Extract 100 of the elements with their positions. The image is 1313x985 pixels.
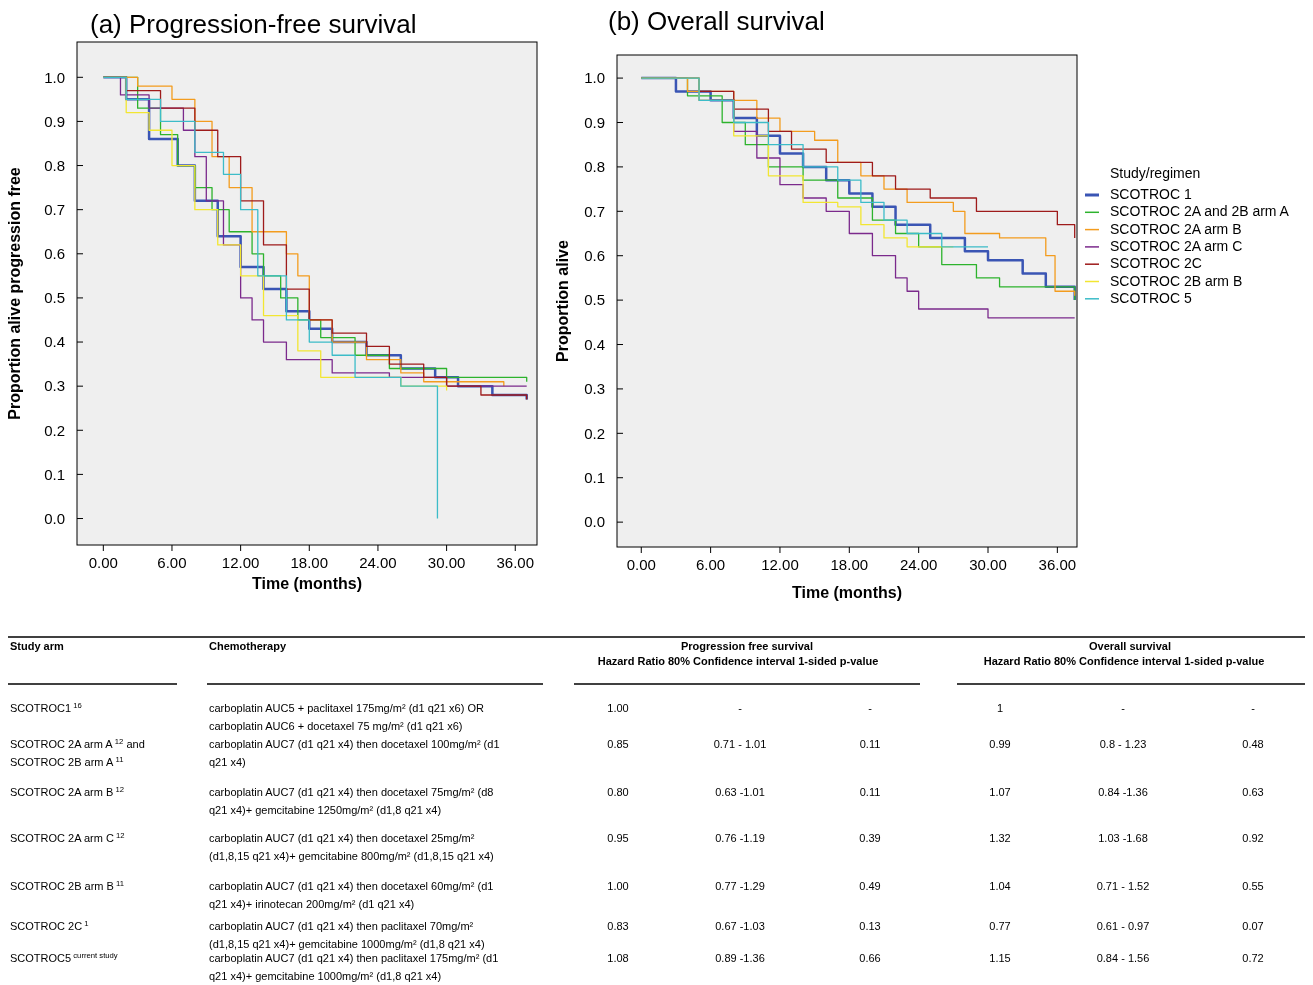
legend-label: SCOTROC 1 [1110,186,1192,202]
y-tick-label: 0.8 [44,156,65,174]
text: Overall survival [1089,640,1171,652]
x-tick-label: 18.00 [290,554,329,571]
y-axis-title: Proportion alive progression free [6,167,23,420]
text: 1.00 [607,702,629,714]
y-tick-label: 0.6 [44,245,65,263]
text: 1.04 [989,880,1011,892]
text: 0.11 [859,786,881,798]
text: SCOTROC 2A arm A $^{12}$ and SCOTROC 2B arm A $^{11}$ [10,736,145,768]
y-tick-label: 0.1 [584,468,605,486]
text: 0.67 -1.03 [715,920,765,932]
chart-title: (b) Overall survival [608,6,825,36]
text: 0.07 [1242,920,1264,932]
text: 0.95 [607,832,629,844]
text: 0.48 [1242,738,1264,750]
x-tick-label: 0.00 [88,554,118,571]
legend-label: SCOTROC 2B arm B [1110,272,1243,289]
text: carboplatin AUC7 (d1 q21 x4) then paclitaxel 70mg/m² (d1,8,15 q21 x4)+ gemcitabine 1000mg/m² (d1,8 q21 x4) [209,920,485,950]
x-tick-label: 12.00 [221,554,260,571]
text: carboplatin AUC5 + paclitaxel 175mg/m² (d1 q21 x6) OR carboplatin AUC6 + docetaxel 75 mg/m² (d1 q21 x6) [209,702,484,732]
text: carboplatin AUC7 (d1 q21 x4) then paclitaxel 175mg/m² (d1 q21 x4)+ gemcitabine 1000mg/m² (d1,8 q21 x4) [209,952,499,982]
text: carboplatin AUC7 (d1 q21 x4) then docetaxel 25mg/m² (d1,8,15 q21 x4)+ gemcitabine 800mg/m² (d1,8,15 q21 x4) [209,832,494,862]
text: - [868,702,873,714]
y-axis-title: Proportion alive [554,240,571,362]
y-tick-label: 0.0 [584,513,605,531]
text: 0.83 [607,920,629,932]
y-tick-label: 0.2 [584,424,605,442]
text: 0.77 [989,920,1011,932]
text: SCOTROC5 $^{current study}$ [10,950,118,964]
y-tick-label: 0.5 [44,289,65,307]
y-tick-label: 0.9 [584,113,605,131]
legend-label: SCOTROC 2A and 2B arm A [1110,203,1290,220]
text: 0.76 -1.19 [715,832,765,844]
text: 0.71 - 1.52 [1096,880,1150,892]
text: SCOTROC 2B arm B $^{11}$ [10,878,125,892]
text: Hazard Ratio 80% Confidence interval 1-sided p-value [983,655,1265,667]
y-tick-label: 0.8 [584,158,605,176]
x-tick-label: 6.00 [696,556,726,573]
y-tick-label: 0.4 [44,333,65,351]
text: 0.71 - 1.01 [713,738,767,750]
text: 1 [996,702,1004,714]
legend-label: SCOTROC 2A arm B [1110,220,1242,237]
y-tick-label: 0.6 [584,246,605,264]
y-tick-label: 0.0 [44,509,65,527]
y-tick-label: 0.7 [44,200,65,218]
y-tick-label: 1.0 [44,68,65,86]
text: 0.72 [1242,952,1264,964]
text: 0.39 [859,832,881,844]
x-tick-label: 24.00 [359,554,397,571]
text: 0.49 [859,880,881,892]
legend-label: SCOTROC 2C [1110,255,1202,272]
chart-title: (a) Progression-free survival [90,9,417,39]
x-tick-label: 30.00 [969,556,1007,573]
text: Study arm [10,640,65,652]
text: 0.13 [859,920,881,932]
text: Hazard Ratio 80% Confidence interval 1-sided p-value [597,655,879,667]
y-tick-label: 0.4 [584,335,605,353]
text: 0.55 [1242,880,1264,892]
text: - [738,702,743,714]
legend-label: SCOTROC 5 [1110,289,1192,306]
text: 0.84 -1.36 [1098,786,1148,798]
y-tick-label: 0.9 [44,112,65,130]
text: carboplatin AUC7 (d1 q21 x4) then docetaxel 100mg/m² (d1 q21 x4) [209,738,500,768]
text: SCOTROC 2A arm C $^{12}$ [10,830,125,844]
legend-title: Study/regimen [1110,165,1201,181]
text: Chemotherapy [209,640,287,652]
x-tick-label: 6.00 [157,554,187,571]
x-tick-label: 36.00 [1038,556,1077,573]
text: 1.07 [989,786,1011,798]
text: carboplatin AUC7 (d1 q21 x4) then docetaxel 75mg/m² (d8 q21 x4)+ gemcitabine 1250mg/m² (d1,8 q21 x4) [209,786,494,816]
x-axis-title: Time (months) [252,575,362,592]
text: 0.77 -1.29 [715,880,765,892]
x-tick-label: 24.00 [899,556,938,573]
text: - [1251,702,1256,714]
text: SCOTROC 2C $^{1}$ [10,918,89,932]
text: - [1121,702,1126,714]
text: 1.15 [989,952,1011,964]
text: 0.11 [859,738,881,750]
y-tick-label: 0.1 [44,465,65,483]
legend-label: SCOTROC 2A arm C [1110,237,1243,254]
text: 1.03 -1.68 [1098,832,1148,844]
text: SCOTROC 2A arm B $^{12}$ [10,784,124,798]
text: 1.00 [607,880,629,892]
x-tick-label: 18.00 [830,556,869,573]
x-tick-label: 36.00 [496,554,535,571]
text: 0.8 - 1.23 [1099,738,1147,750]
text: carboplatin AUC7 (d1 q21 x4) then docetaxel 60mg/m² (d1 q21 x4)+ irinotecan 200mg/m² (d1 q21 x4) [209,880,494,910]
y-tick-label: 0.7 [584,202,605,220]
text: 0.99 [989,738,1011,750]
text: 1.08 [607,952,629,964]
y-tick-label: 0.2 [44,421,65,439]
text: 0.66 [859,952,881,964]
text: 0.92 [1242,832,1264,844]
x-tick-label: 0.00 [626,556,656,573]
text: 0.85 [607,738,629,750]
text: 1.32 [989,832,1011,844]
y-tick-label: 0.3 [584,380,605,398]
y-tick-label: 1.0 [584,69,605,87]
y-tick-label: 0.3 [44,377,65,395]
